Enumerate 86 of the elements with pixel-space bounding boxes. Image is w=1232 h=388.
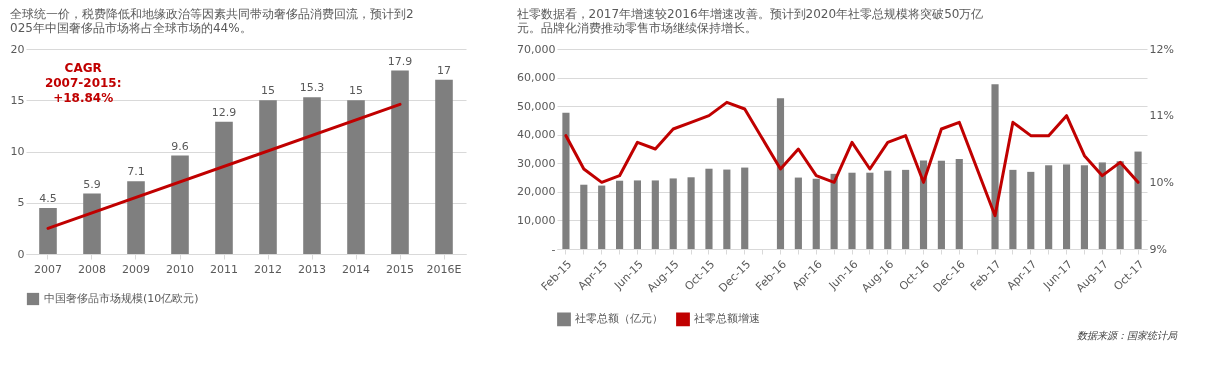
bar bbox=[884, 170, 892, 249]
bar bbox=[919, 160, 928, 249]
bar bbox=[669, 178, 677, 249]
bar bbox=[937, 160, 945, 249]
bar bbox=[705, 168, 713, 249]
bar bbox=[651, 180, 659, 249]
bar bbox=[1045, 165, 1053, 249]
bar bbox=[794, 177, 802, 249]
legend-label: 社零总额（亿元） bbox=[575, 312, 663, 326]
y-tick-label: 15 bbox=[10, 93, 25, 107]
bar bbox=[83, 193, 101, 254]
bar bbox=[171, 155, 189, 254]
x-tick-label: 2007 bbox=[34, 262, 62, 276]
y2-tick-label: 12% bbox=[1149, 42, 1174, 56]
chart-title: 社零数据看，2017年增速较2016年增速改善。预计到2020年社零总规模将突破50万亿元。品牌化消费推动零售市场继续保持增长。 bbox=[516, 7, 984, 35]
annotation: CAGR 2007-2015: +18.84% bbox=[44, 61, 122, 106]
bar bbox=[633, 180, 642, 249]
x-tick-label: 2014 bbox=[342, 262, 370, 276]
x-tick-label: 2012 bbox=[254, 262, 282, 276]
bar bbox=[1116, 161, 1124, 249]
bar bbox=[616, 180, 624, 249]
bar bbox=[1134, 151, 1142, 249]
bar bbox=[687, 177, 695, 249]
bar bbox=[1027, 171, 1035, 249]
y-tick-label: 60,000 bbox=[517, 71, 556, 85]
bar bbox=[127, 181, 145, 254]
y-tick-label: - bbox=[551, 242, 556, 256]
bar bbox=[812, 178, 820, 249]
x-tick-label: 2015 bbox=[386, 262, 414, 276]
bar bbox=[830, 173, 838, 249]
bar bbox=[215, 121, 233, 254]
data-label: 9.6 bbox=[171, 139, 189, 153]
bar bbox=[391, 70, 409, 254]
data-label: 15.3 bbox=[299, 81, 325, 95]
line-series bbox=[564, 100, 1140, 218]
y2-tick-label: 9% bbox=[1149, 242, 1167, 256]
data-label: 17.9 bbox=[387, 54, 413, 68]
data-label: 4.5 bbox=[39, 191, 57, 205]
y-tick-label: 30,000 bbox=[517, 156, 556, 170]
y-tick-label: 10 bbox=[10, 145, 25, 158]
x-tick-label: 2010 bbox=[166, 262, 194, 276]
y2-tick-label: 10% bbox=[1149, 175, 1174, 189]
y-tick-label: 70,000 bbox=[517, 42, 556, 56]
data-label: 17 bbox=[437, 63, 451, 77]
y-tick-label: 0 bbox=[17, 247, 25, 261]
x-tick-label: 2011 bbox=[210, 262, 238, 276]
data-label: 12.9 bbox=[211, 105, 237, 119]
bar bbox=[776, 98, 785, 249]
legend-label: 社零总额增速 bbox=[694, 312, 760, 326]
bar bbox=[723, 169, 731, 249]
y-tick-label: 10,000 bbox=[517, 213, 556, 227]
bar bbox=[347, 100, 365, 254]
y-tick-label: 5 bbox=[17, 196, 25, 210]
data-label: 15 bbox=[261, 84, 275, 98]
bar bbox=[562, 112, 570, 249]
x-tick-label: 2009 bbox=[122, 262, 150, 276]
y-tick-label: 20 bbox=[10, 42, 25, 56]
data-label: 5.9 bbox=[83, 177, 101, 191]
y-tick-label: 40,000 bbox=[517, 128, 556, 142]
bar bbox=[902, 169, 910, 249]
y-tick-label: 50,000 bbox=[517, 99, 556, 113]
bar bbox=[598, 185, 606, 249]
bar bbox=[1009, 169, 1017, 249]
data-label: 7.1 bbox=[127, 165, 145, 179]
bar bbox=[303, 97, 321, 254]
source-note: 数据来源：国家统计局 bbox=[1077, 330, 1178, 341]
bar bbox=[435, 79, 453, 254]
x-tick-label: 2016E bbox=[426, 262, 462, 276]
y-tick-label: 20,000 bbox=[517, 185, 556, 199]
bar bbox=[866, 172, 874, 249]
bar bbox=[1062, 164, 1071, 249]
x-tick-label: 2013 bbox=[298, 262, 326, 276]
bar bbox=[848, 172, 856, 249]
bar bbox=[955, 159, 963, 249]
x-tick-label: 2008 bbox=[78, 262, 106, 276]
bar bbox=[580, 184, 588, 249]
bar bbox=[1080, 165, 1088, 249]
y2-tick-label: 11% bbox=[1149, 109, 1174, 123]
data-label: 15 bbox=[349, 84, 363, 98]
bar bbox=[1098, 162, 1106, 249]
bar bbox=[39, 207, 57, 254]
bar bbox=[741, 167, 749, 249]
bar bbox=[991, 84, 999, 249]
chart-title: 全球统一价，税费降低和地缘政治等因素共同带动奢侈品消费回流，预计到2025年中国奢侈品市场将占全球市场的44%。 bbox=[10, 7, 414, 35]
legend-label: 中国奢侈品市场规模(10亿欧元) bbox=[44, 292, 199, 305]
bar bbox=[259, 100, 277, 254]
